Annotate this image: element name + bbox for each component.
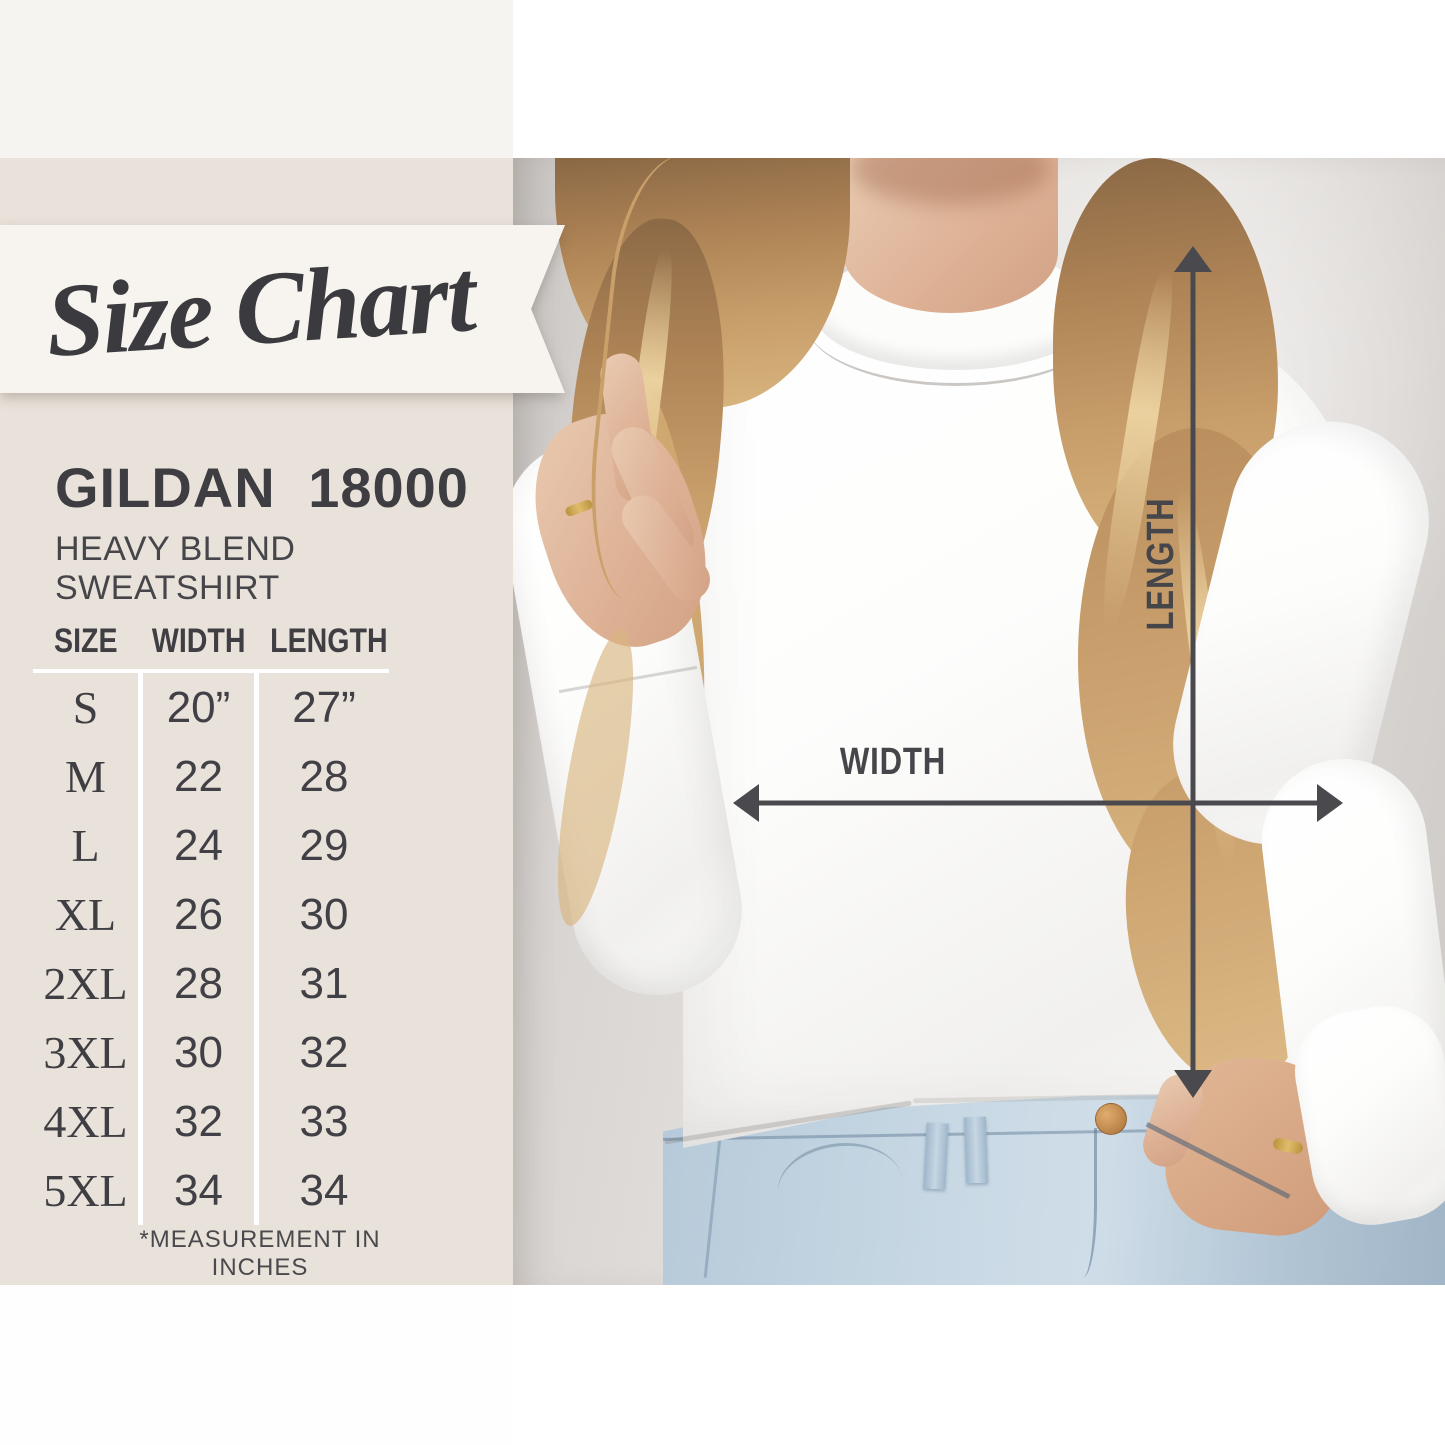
length-value: 27” bbox=[292, 682, 356, 732]
length-dimension-label: LENGTH bbox=[1140, 497, 1182, 631]
width-value: 32 bbox=[138, 1087, 259, 1156]
jeans-fly-seam bbox=[1068, 1128, 1097, 1278]
width-value: 20” bbox=[138, 673, 259, 742]
column-header-length: LENGTH bbox=[270, 622, 388, 660]
size-value: 4XL bbox=[43, 1096, 128, 1147]
size-value: L bbox=[71, 820, 100, 871]
length-value: 32 bbox=[299, 1027, 349, 1077]
column-header-width: WIDTH bbox=[151, 622, 246, 660]
panel-bottom-strip bbox=[0, 1285, 513, 1445]
length-value: 29 bbox=[299, 820, 349, 870]
length-value: 30 bbox=[299, 889, 349, 939]
table-row: S 20” 27” bbox=[33, 673, 389, 742]
length-value: 28 bbox=[299, 751, 349, 801]
panel-top-strip bbox=[0, 0, 513, 158]
size-table-header: SIZE WIDTH LENGTH bbox=[33, 622, 389, 673]
table-row: XL 26 30 bbox=[33, 880, 389, 949]
width-dimension-label: WIDTH bbox=[839, 741, 947, 783]
width-value: 24 bbox=[138, 811, 259, 880]
size-value: S bbox=[72, 682, 99, 733]
model-photo: WIDTH LENGTH bbox=[513, 0, 1445, 1445]
width-value: 22 bbox=[138, 742, 259, 811]
size-value: XL bbox=[54, 889, 117, 940]
length-value: 31 bbox=[299, 958, 349, 1008]
length-value: 33 bbox=[299, 1096, 349, 1146]
product-heading: GILDAN 18000 HEAVY BLEND SWEATSHIRT bbox=[55, 455, 485, 608]
width-value: 28 bbox=[138, 949, 259, 1018]
size-value: 5XL bbox=[43, 1165, 128, 1216]
title-ribbon: Size Chart bbox=[0, 225, 565, 393]
measurement-note: *MEASUREMENT IN INCHES bbox=[139, 1226, 381, 1281]
table-row: 3XL 30 32 bbox=[33, 1018, 389, 1087]
size-value: 3XL bbox=[43, 1027, 128, 1078]
table-row: L 24 29 bbox=[33, 811, 389, 880]
photo-area: WIDTH LENGTH bbox=[513, 158, 1445, 1285]
column-header-size: SIZE bbox=[53, 622, 118, 660]
table-row: 2XL 28 31 bbox=[33, 949, 389, 1018]
ribbon-banner-shape bbox=[0, 225, 565, 393]
size-value: M bbox=[65, 751, 106, 802]
table-row: 5XL 34 34 bbox=[33, 1156, 389, 1225]
width-arrow bbox=[733, 784, 1343, 822]
measurement-arrows bbox=[733, 246, 1343, 1098]
collar-seam bbox=[806, 258, 1106, 386]
product-subtitle: HEAVY BLEND SWEATSHIRT bbox=[55, 530, 296, 607]
table-row: M 22 28 bbox=[33, 742, 389, 811]
product-name: GILDAN 18000 bbox=[55, 456, 469, 519]
size-table: SIZE WIDTH LENGTH S 20” 27” M 22 28 L 24… bbox=[33, 622, 389, 1225]
size-value: 2XL bbox=[43, 958, 128, 1009]
length-arrow bbox=[1174, 246, 1212, 1098]
length-value: 34 bbox=[299, 1165, 349, 1215]
width-value: 26 bbox=[138, 880, 259, 949]
jeans-button bbox=[1095, 1103, 1127, 1135]
width-value: 30 bbox=[138, 1018, 259, 1087]
width-value: 34 bbox=[138, 1156, 259, 1225]
table-row: 4XL 32 33 bbox=[33, 1087, 389, 1156]
page-title: Size Chart bbox=[42, 238, 477, 379]
